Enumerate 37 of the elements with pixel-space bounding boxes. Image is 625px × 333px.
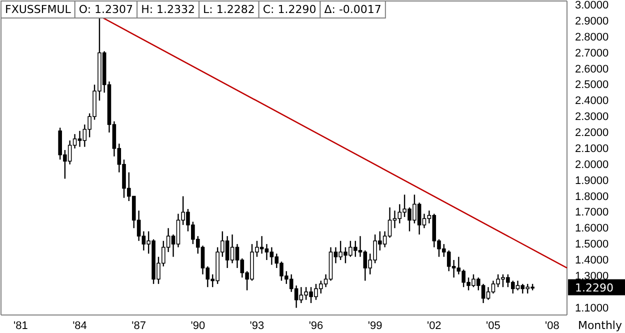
y-tick-label: 2.7000 xyxy=(575,47,609,60)
annotation: C: 1.2290 xyxy=(262,3,316,16)
x-tick-label: '81 xyxy=(14,320,28,332)
y-tick-label: 2.6000 xyxy=(575,63,609,76)
x-tick-label: '02 xyxy=(426,320,442,332)
annotation: O: 1.2307 xyxy=(78,3,134,16)
y-tick-label: 2.5000 xyxy=(575,79,609,92)
y-tick-label: 2.8000 xyxy=(575,31,609,44)
y-tick-label: 2.3000 xyxy=(575,111,609,124)
y-tick-label: 2.2000 xyxy=(575,127,609,140)
y-tick-label: 2.0000 xyxy=(575,158,609,171)
x-tick-label: '08 xyxy=(545,320,560,332)
chart-title: FXUSSFMUL xyxy=(5,3,72,16)
annotation: H: 1.2332 xyxy=(141,3,196,16)
annotation: Δ: -0.0017 xyxy=(324,3,382,16)
y-tick-label: 1.3000 xyxy=(575,270,609,282)
x-tick-label: '93 xyxy=(250,320,264,332)
x-tick-label: '87 xyxy=(132,320,146,332)
x-tick-label: '90 xyxy=(190,320,206,332)
y-tick-label: 2.4000 xyxy=(575,95,609,108)
text: 1.2290 xyxy=(575,281,614,294)
y-tick-label: 1.6000 xyxy=(575,222,609,235)
x-tick-label: '84 xyxy=(72,320,87,332)
y-tick-label: 1.8000 xyxy=(575,190,609,203)
y-tick-label: 3.0000 xyxy=(575,0,609,12)
x-tick-label: '99 xyxy=(368,320,382,332)
x-tick-label: '96 xyxy=(308,320,324,332)
annotation: L: 1.2282 xyxy=(203,3,255,16)
y-tick-label: 1.4000 xyxy=(575,254,609,267)
text: Monthly xyxy=(578,319,622,332)
y-tick-label: 1.9000 xyxy=(575,174,609,187)
y-tick-label: 2.1000 xyxy=(575,142,609,155)
y-tick-label: 1.1000 xyxy=(575,302,609,314)
x-tick-label: '05 xyxy=(486,320,500,332)
y-tick-label: 1.5000 xyxy=(575,238,609,251)
y-tick-label: 2.9000 xyxy=(575,15,609,28)
y-tick-label: 1.7000 xyxy=(575,206,609,219)
